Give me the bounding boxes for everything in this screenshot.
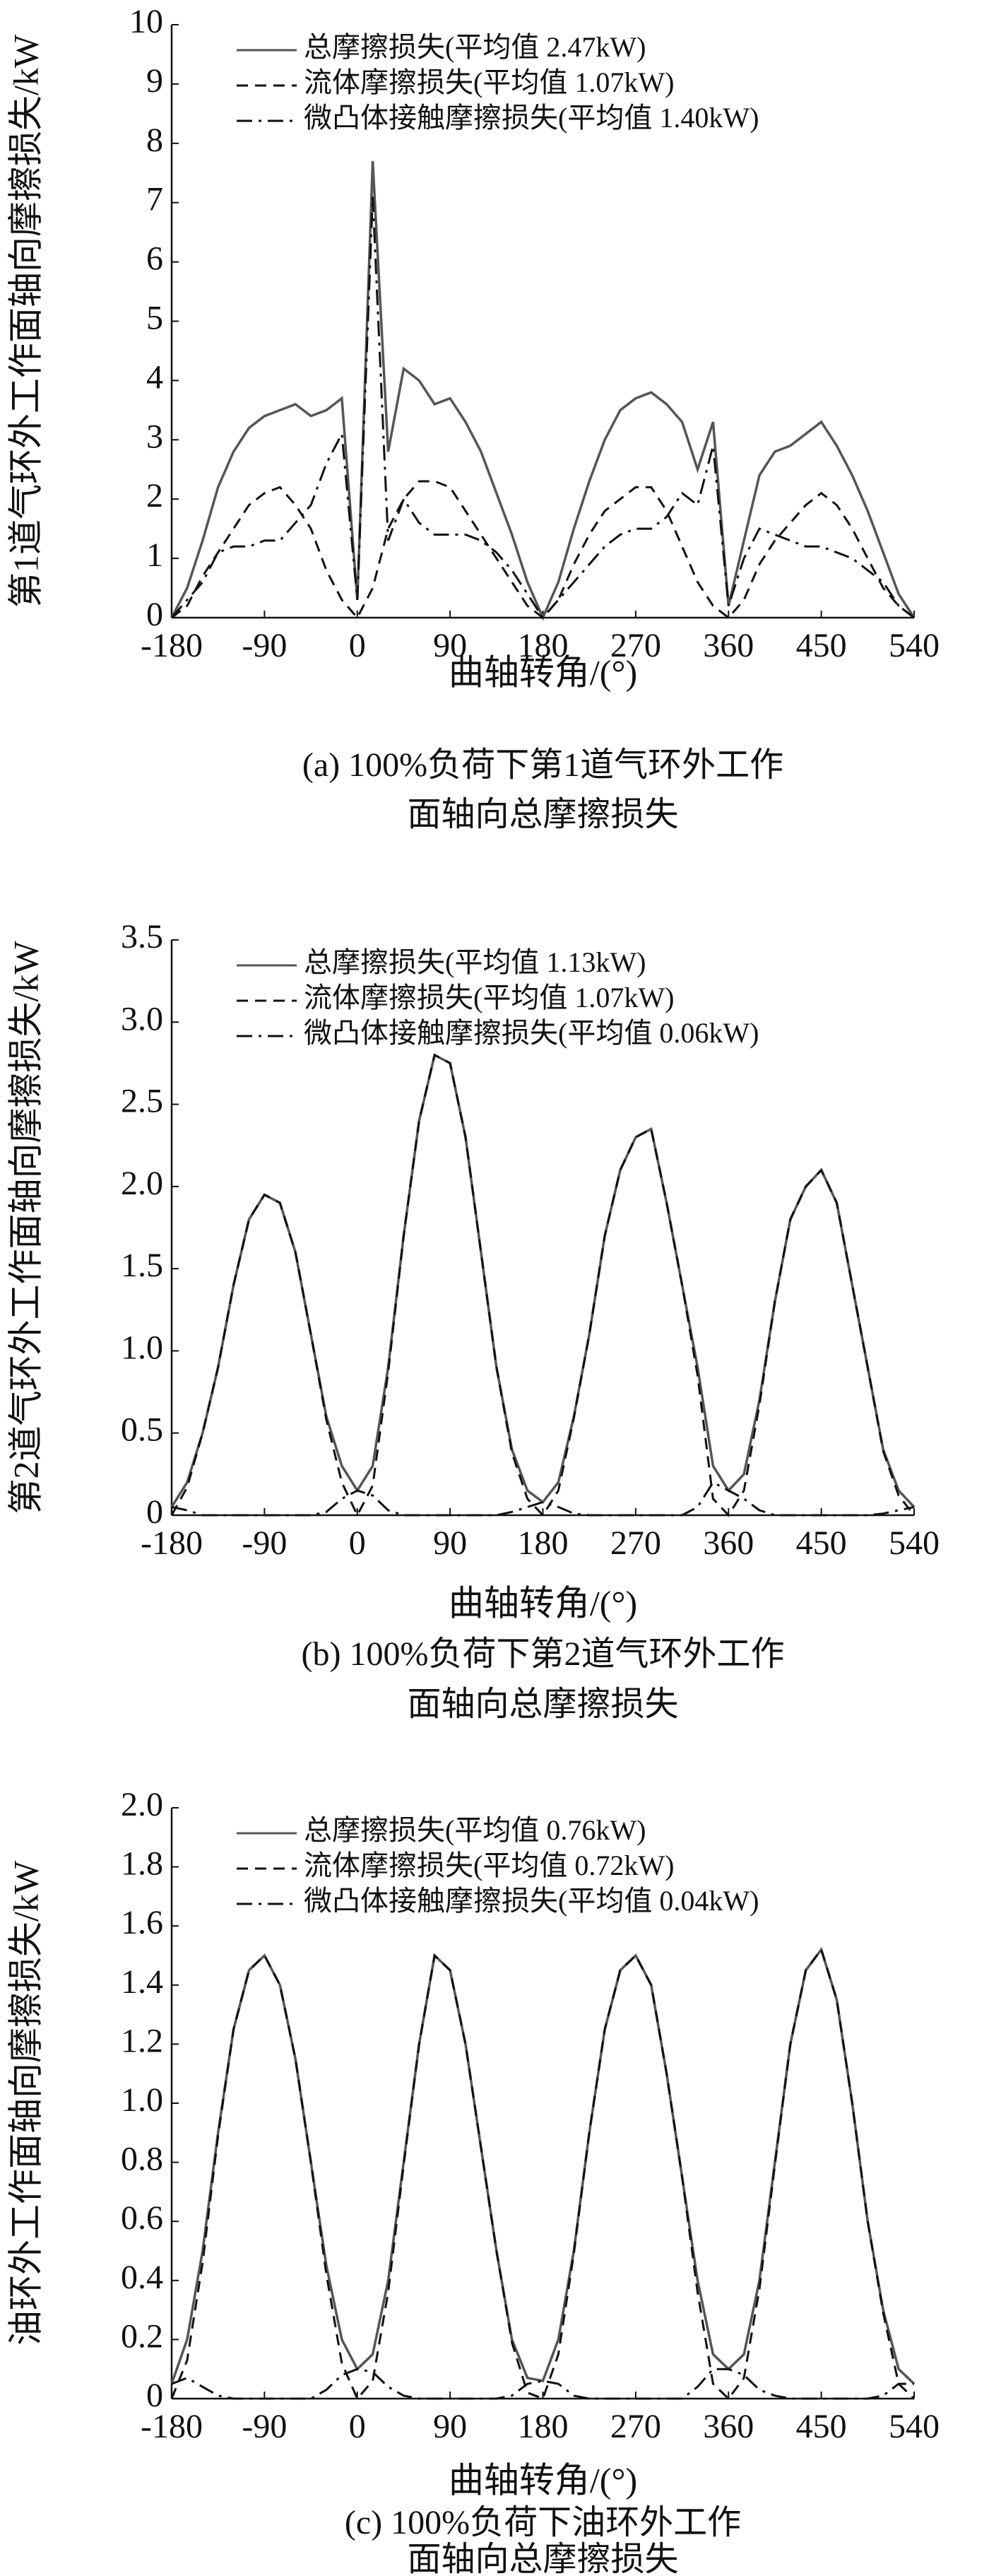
legend-label: 流体摩擦损失(平均值 0.72kW) [304,1849,674,1881]
x-tick-label: 270 [610,2408,661,2445]
series-line [170,1946,916,2385]
y-tick-label: 0.6 [121,2199,163,2237]
series-line [171,480,915,620]
y-tick-label: 0.4 [121,2259,163,2296]
series-line [171,2368,914,2400]
y-tick-label: 8 [146,122,163,159]
x-tick-label: 360 [703,1524,754,1562]
y-tick-label: 2.0 [121,1165,163,1202]
y-tick-label: 1.0 [121,1329,163,1366]
x-tick-label: 90 [433,1524,467,1562]
series-line [170,1947,916,2401]
x-tick-label: 180 [518,2408,569,2445]
x-tick-label: 540 [889,627,940,664]
x-tick-label: 180 [518,627,569,664]
x-tick-label: 0 [349,2408,366,2445]
y-tick-label: 0.8 [121,2141,163,2178]
y-tick-label: 1.6 [121,1904,163,1941]
x-tick-label: 180 [518,1524,569,1562]
series-line [170,160,916,621]
y-tick-label: 7 [146,181,163,218]
legend-label: 总摩擦损失(平均值 0.76kW) [304,1814,646,1846]
x-tick-label: 540 [889,1524,940,1562]
y-tick-label: 1.4 [121,1963,163,2001]
y-tick-label: 2.0 [121,1786,163,1823]
legend-label: 微凸体接触摩擦损失(平均值 1.40kW) [304,102,759,134]
y-tick-label: 0 [146,1493,163,1531]
x-tick-label: 360 [703,627,754,664]
y-tick-label: 2 [146,477,163,514]
y-tick-label: 3.0 [121,1000,163,1037]
x-tick-label: 450 [796,1524,847,1562]
x-tick-label: 270 [610,1524,661,1562]
x-tick-label: 0 [349,1524,366,1562]
y-tick-label: 1.2 [121,2022,163,2059]
x-tick-label: 540 [889,2408,940,2445]
x-axis-title: 曲轴转角/(°) [449,652,637,692]
y-tick-label: 1 [146,536,163,574]
legend-label: 流体摩擦损失(平均值 1.07kW) [304,982,674,1013]
y-tick-label: 9 [146,62,163,100]
x-tick-label: 360 [703,2408,754,2445]
x-tick-label: -180 [141,2408,203,2445]
y-tick-label: 4 [146,358,163,396]
caption: 面轴向总摩擦损失 [407,1686,678,1723]
x-tick-label: -90 [242,1524,287,1562]
y-tick-label: 6 [146,240,163,278]
x-tick-label: 270 [610,627,661,664]
x-axis-title: 曲轴转角/(°) [449,2460,637,2500]
y-axis-title: 第1道气环外工作面轴向摩擦损失/kW [6,34,45,608]
caption: (b) 100%负荷下第2道气环外工作 [302,1635,785,1673]
y-tick-label: 0 [146,596,163,633]
y-tick-label: 0.5 [121,1411,163,1449]
legend-label: 微凸体接触摩擦损失(平均值 0.06kW) [304,1017,759,1049]
caption: (a) 100%负荷下第1道气环外工作 [302,746,783,784]
x-tick-label: 90 [433,2408,467,2445]
x-tick-label: 450 [796,2408,847,2445]
y-tick-label: 5 [146,300,163,337]
series-line [170,196,915,620]
y-tick-label: 1.0 [121,2081,163,2119]
x-tick-label: 0 [349,627,366,664]
series-line [170,1053,916,1508]
y-tick-label: 0.2 [121,2317,163,2355]
y-tick-label: 1.8 [121,1845,163,1883]
legend-label: 微凸体接触摩擦损失(平均值 0.04kW) [304,1885,759,1917]
y-tick-label: 10 [129,3,163,40]
x-tick-label: -90 [242,2408,287,2445]
caption: 面轴向总摩擦损失 [407,796,678,833]
caption: 面轴向总摩擦损失 [407,2541,678,2576]
y-tick-label: 3 [146,418,163,455]
x-tick-label: -180 [141,1524,203,1562]
series-line [171,1481,915,1517]
y-axis-title: 第2道气环外工作面轴向摩擦损失/kW [6,941,45,1515]
y-tick-label: 2.5 [121,1083,163,1120]
x-tick-label: -90 [242,627,287,664]
x-tick-label: 450 [796,627,847,664]
legend-label: 总摩擦损失(平均值 1.13kW) [304,946,646,978]
legend-label: 总摩擦损失(平均值 2.47kW) [304,31,646,63]
x-axis-title: 曲轴转角/(°) [449,1583,637,1623]
y-tick-label: 3.5 [121,918,163,955]
y-tick-label: 0 [146,2377,163,2414]
y-tick-label: 1.5 [121,1247,163,1284]
y-axis-title: 油环外工作面轴向摩擦损失/kW [6,1860,45,2346]
series-line [170,1053,916,1518]
caption: (c) 100%负荷下油环外工作 [345,2504,741,2541]
x-tick-label: -180 [141,627,203,664]
legend-label: 流体摩擦损失(平均值 1.07kW) [304,66,674,98]
x-tick-label: 90 [433,627,467,664]
